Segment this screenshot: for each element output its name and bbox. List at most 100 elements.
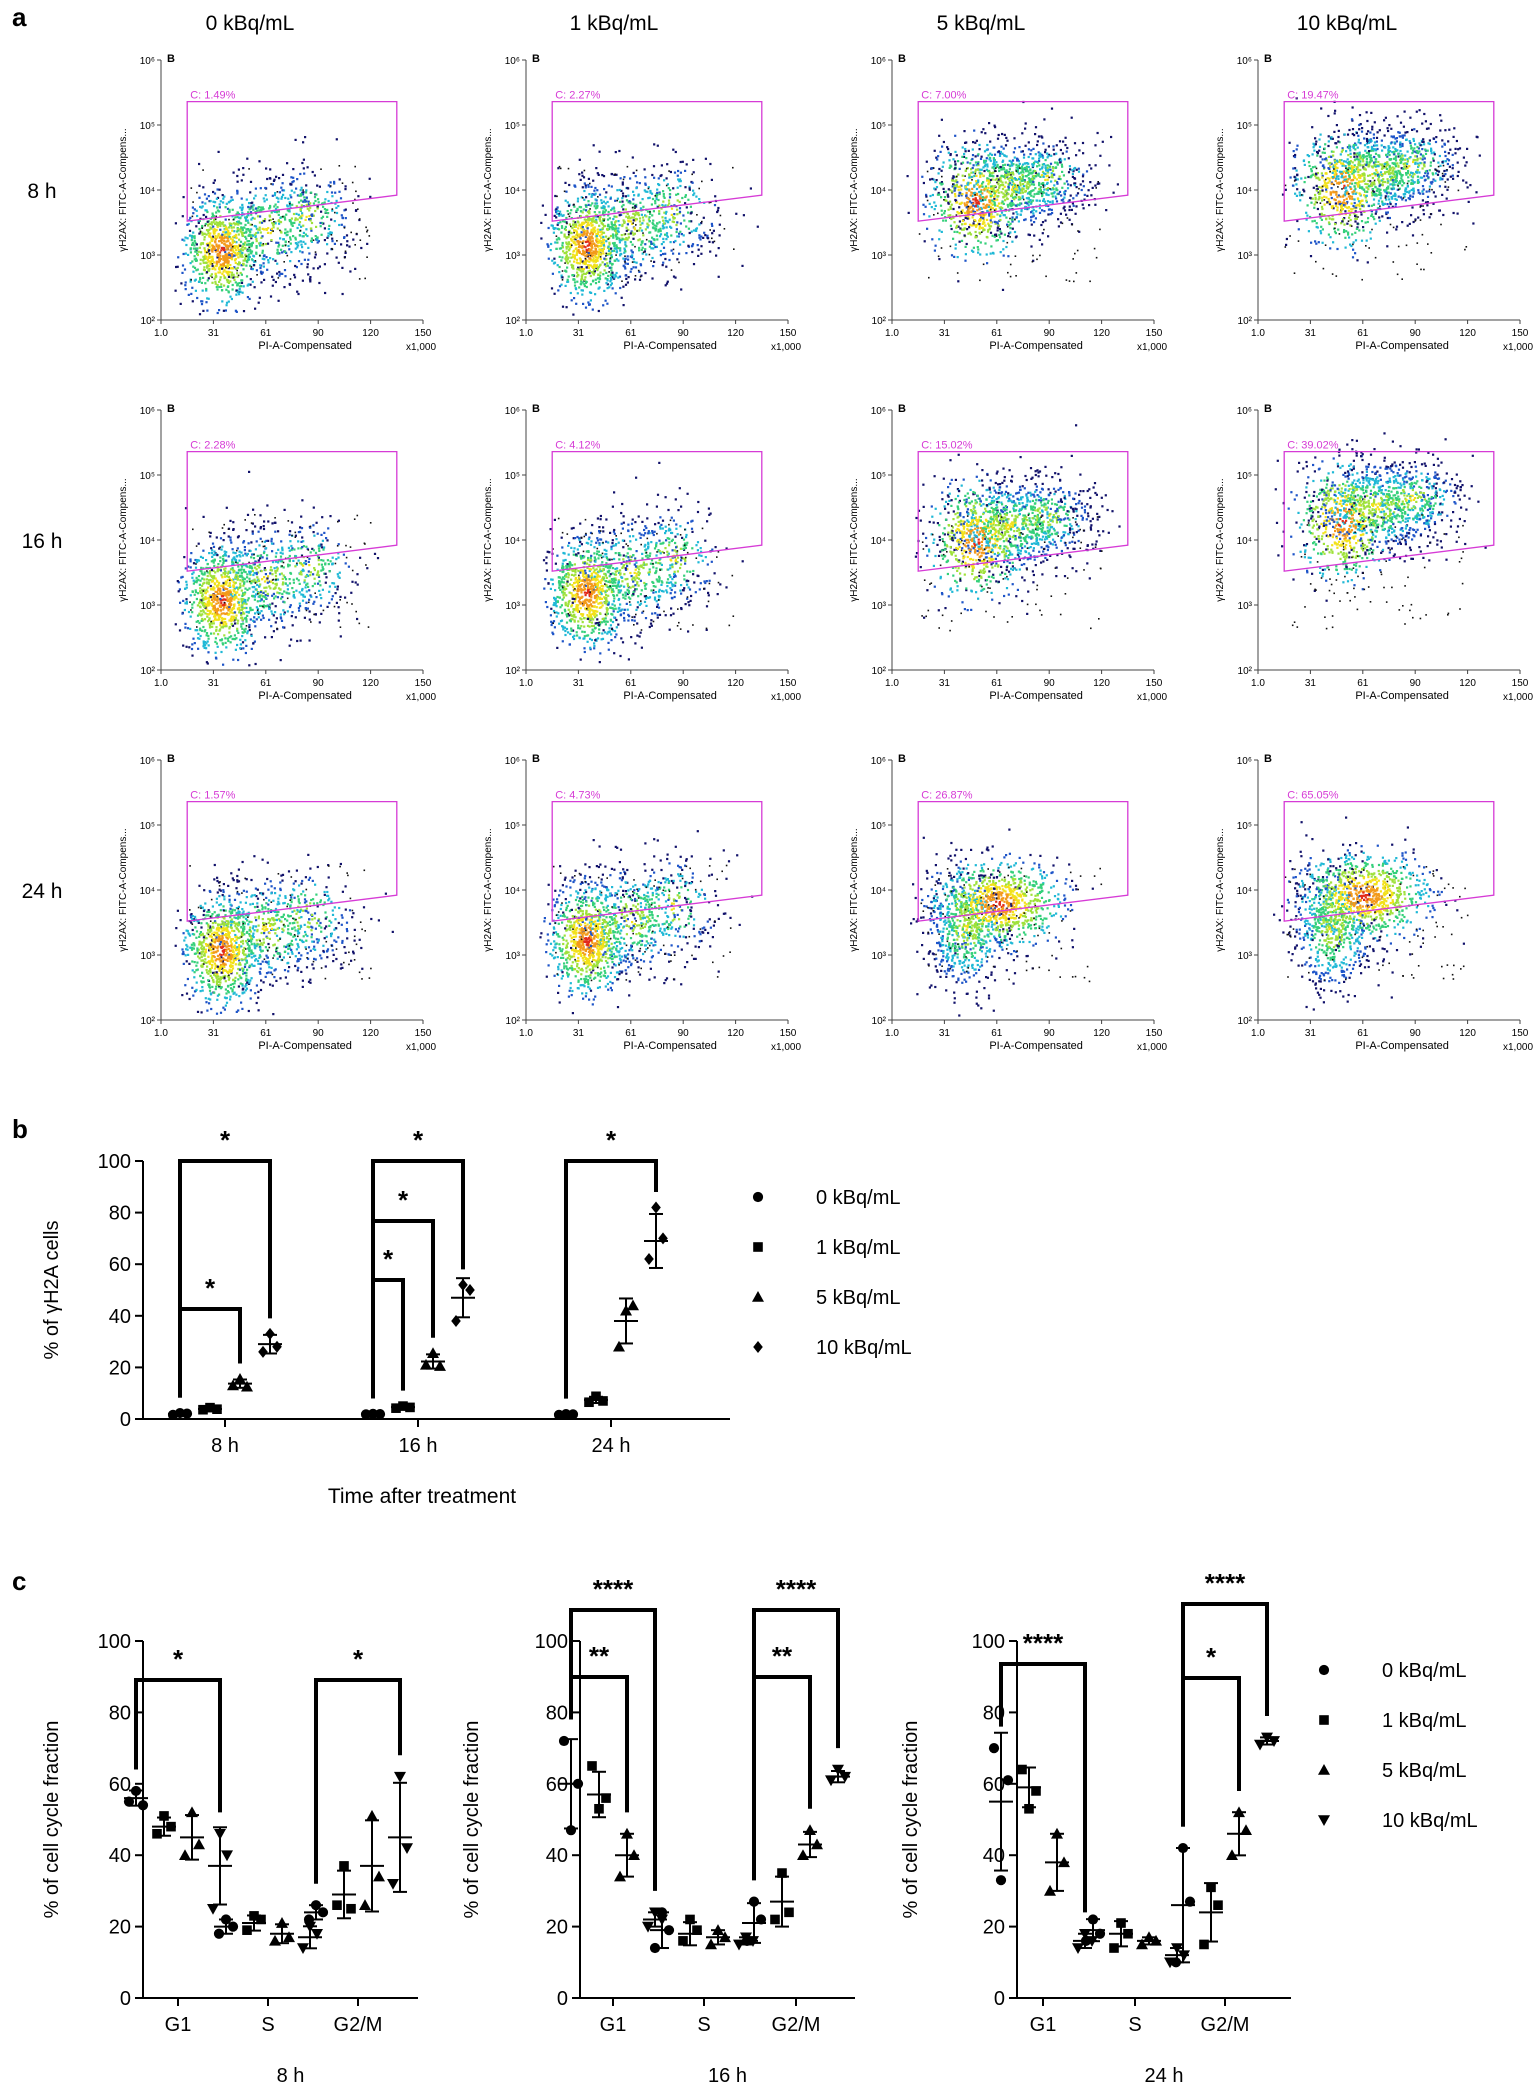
cytometry-event [326,190,329,194]
cytometry-event [313,174,316,177]
cytometry-event [566,245,569,248]
cytometry-event [1070,208,1073,211]
cytometry-event [1040,174,1043,177]
cytometry-event [629,240,632,244]
cytometry-event [598,193,602,196]
cytometry-event [1038,207,1041,210]
cytometry-event [249,223,252,226]
cytometry-event [925,160,928,163]
cytometry-event [244,219,248,222]
y-tick-label: 10³ [506,251,521,262]
cytometry-event [668,258,671,262]
cytometry-event [278,177,281,180]
cytometry-event [645,238,648,241]
cytometry-event [698,223,701,226]
cytometry-event [1038,157,1041,160]
cytometry-event [198,227,201,231]
cytometry-event [587,200,590,203]
cytometry-event [239,290,242,293]
cytometry-event [194,289,197,292]
cytometry-event [197,250,200,253]
cytometry-event [647,187,650,190]
cytometry-event [933,187,936,190]
cytometry-event [199,276,202,280]
cytometry-event [269,295,273,298]
cytometry-event [191,206,194,209]
cytometry-event [1001,181,1004,184]
cytometry-event [1408,165,1411,168]
cytometry-event [1000,145,1003,148]
cytometry-event [1045,188,1048,191]
cytometry-event [567,256,570,259]
cytometry-event [251,216,254,219]
cytometry-event [627,236,630,239]
cytometry-event [596,215,600,218]
cytometry-event [206,265,209,268]
cytometry-event [1314,175,1317,178]
cytometry-event [1014,195,1017,198]
cytometry-event [198,184,201,187]
cytometry-event [698,236,701,239]
cytometry-event [195,209,198,212]
cytometry-event [613,249,616,252]
cytometry-event [579,240,582,243]
cytometry-event [231,208,234,211]
cytometry-event [633,226,636,229]
cytometry-event [589,237,592,240]
cytometry-event [1004,171,1008,174]
cytometry-event [605,282,608,285]
cytometry-event [1051,211,1054,215]
cytometry-event [1023,153,1026,156]
cytometry-event [1434,172,1438,175]
cytometry-event [925,193,928,196]
cytometry-event [203,257,206,260]
cytometry-event [1094,164,1097,167]
cytometry-event [982,203,985,206]
cytometry-event [1334,199,1337,202]
cytometry-event [217,271,220,274]
cytometry-event [679,184,682,188]
cytometry-event [952,237,955,240]
cytometry-event [1370,214,1373,217]
cytometry-event [688,187,691,190]
y-axis-title: γH2AX: FITC-A-Compens... [118,128,129,251]
cytometry-event [298,223,301,226]
cytometry-event [266,231,270,234]
cytometry-event [227,291,230,294]
cytometry-event [678,212,681,215]
cytometry-event [975,182,978,185]
cytometry-event [1078,187,1080,190]
cytometry-event [261,206,264,209]
cytometry-event [1055,188,1058,191]
cytometry-event [586,244,589,247]
cytometry-event [950,254,954,257]
cytometry-event [1082,152,1085,155]
cytometry-event [987,154,990,157]
cytometry-event [966,228,969,231]
cytometry-event [716,209,720,212]
cytometry-event [214,222,217,225]
cytometry-event [209,227,213,230]
cytometry-event [638,249,641,252]
cytometry-event [987,228,990,232]
cytometry-event [639,264,643,267]
cytometry-event [331,237,334,240]
cytometry-event [290,217,293,220]
cytometry-event [227,300,230,303]
cytometry-event [966,167,969,170]
cytometry-event [616,189,619,192]
cytometry-event [1014,204,1017,207]
cytometry-event [236,192,239,195]
cytometry-event [589,249,592,252]
cytometry-event [214,272,217,275]
cytometry-event [282,189,286,192]
cytometry-event [625,238,628,241]
cytometry-event [235,245,238,248]
cytometry-event [600,199,603,202]
cytometry-event [247,256,250,259]
cytometry-event [1387,172,1391,176]
cytometry-event [207,232,210,235]
cytometry-event [1073,280,1075,283]
cytometry-event [212,229,215,232]
cytometry-event [246,240,249,243]
